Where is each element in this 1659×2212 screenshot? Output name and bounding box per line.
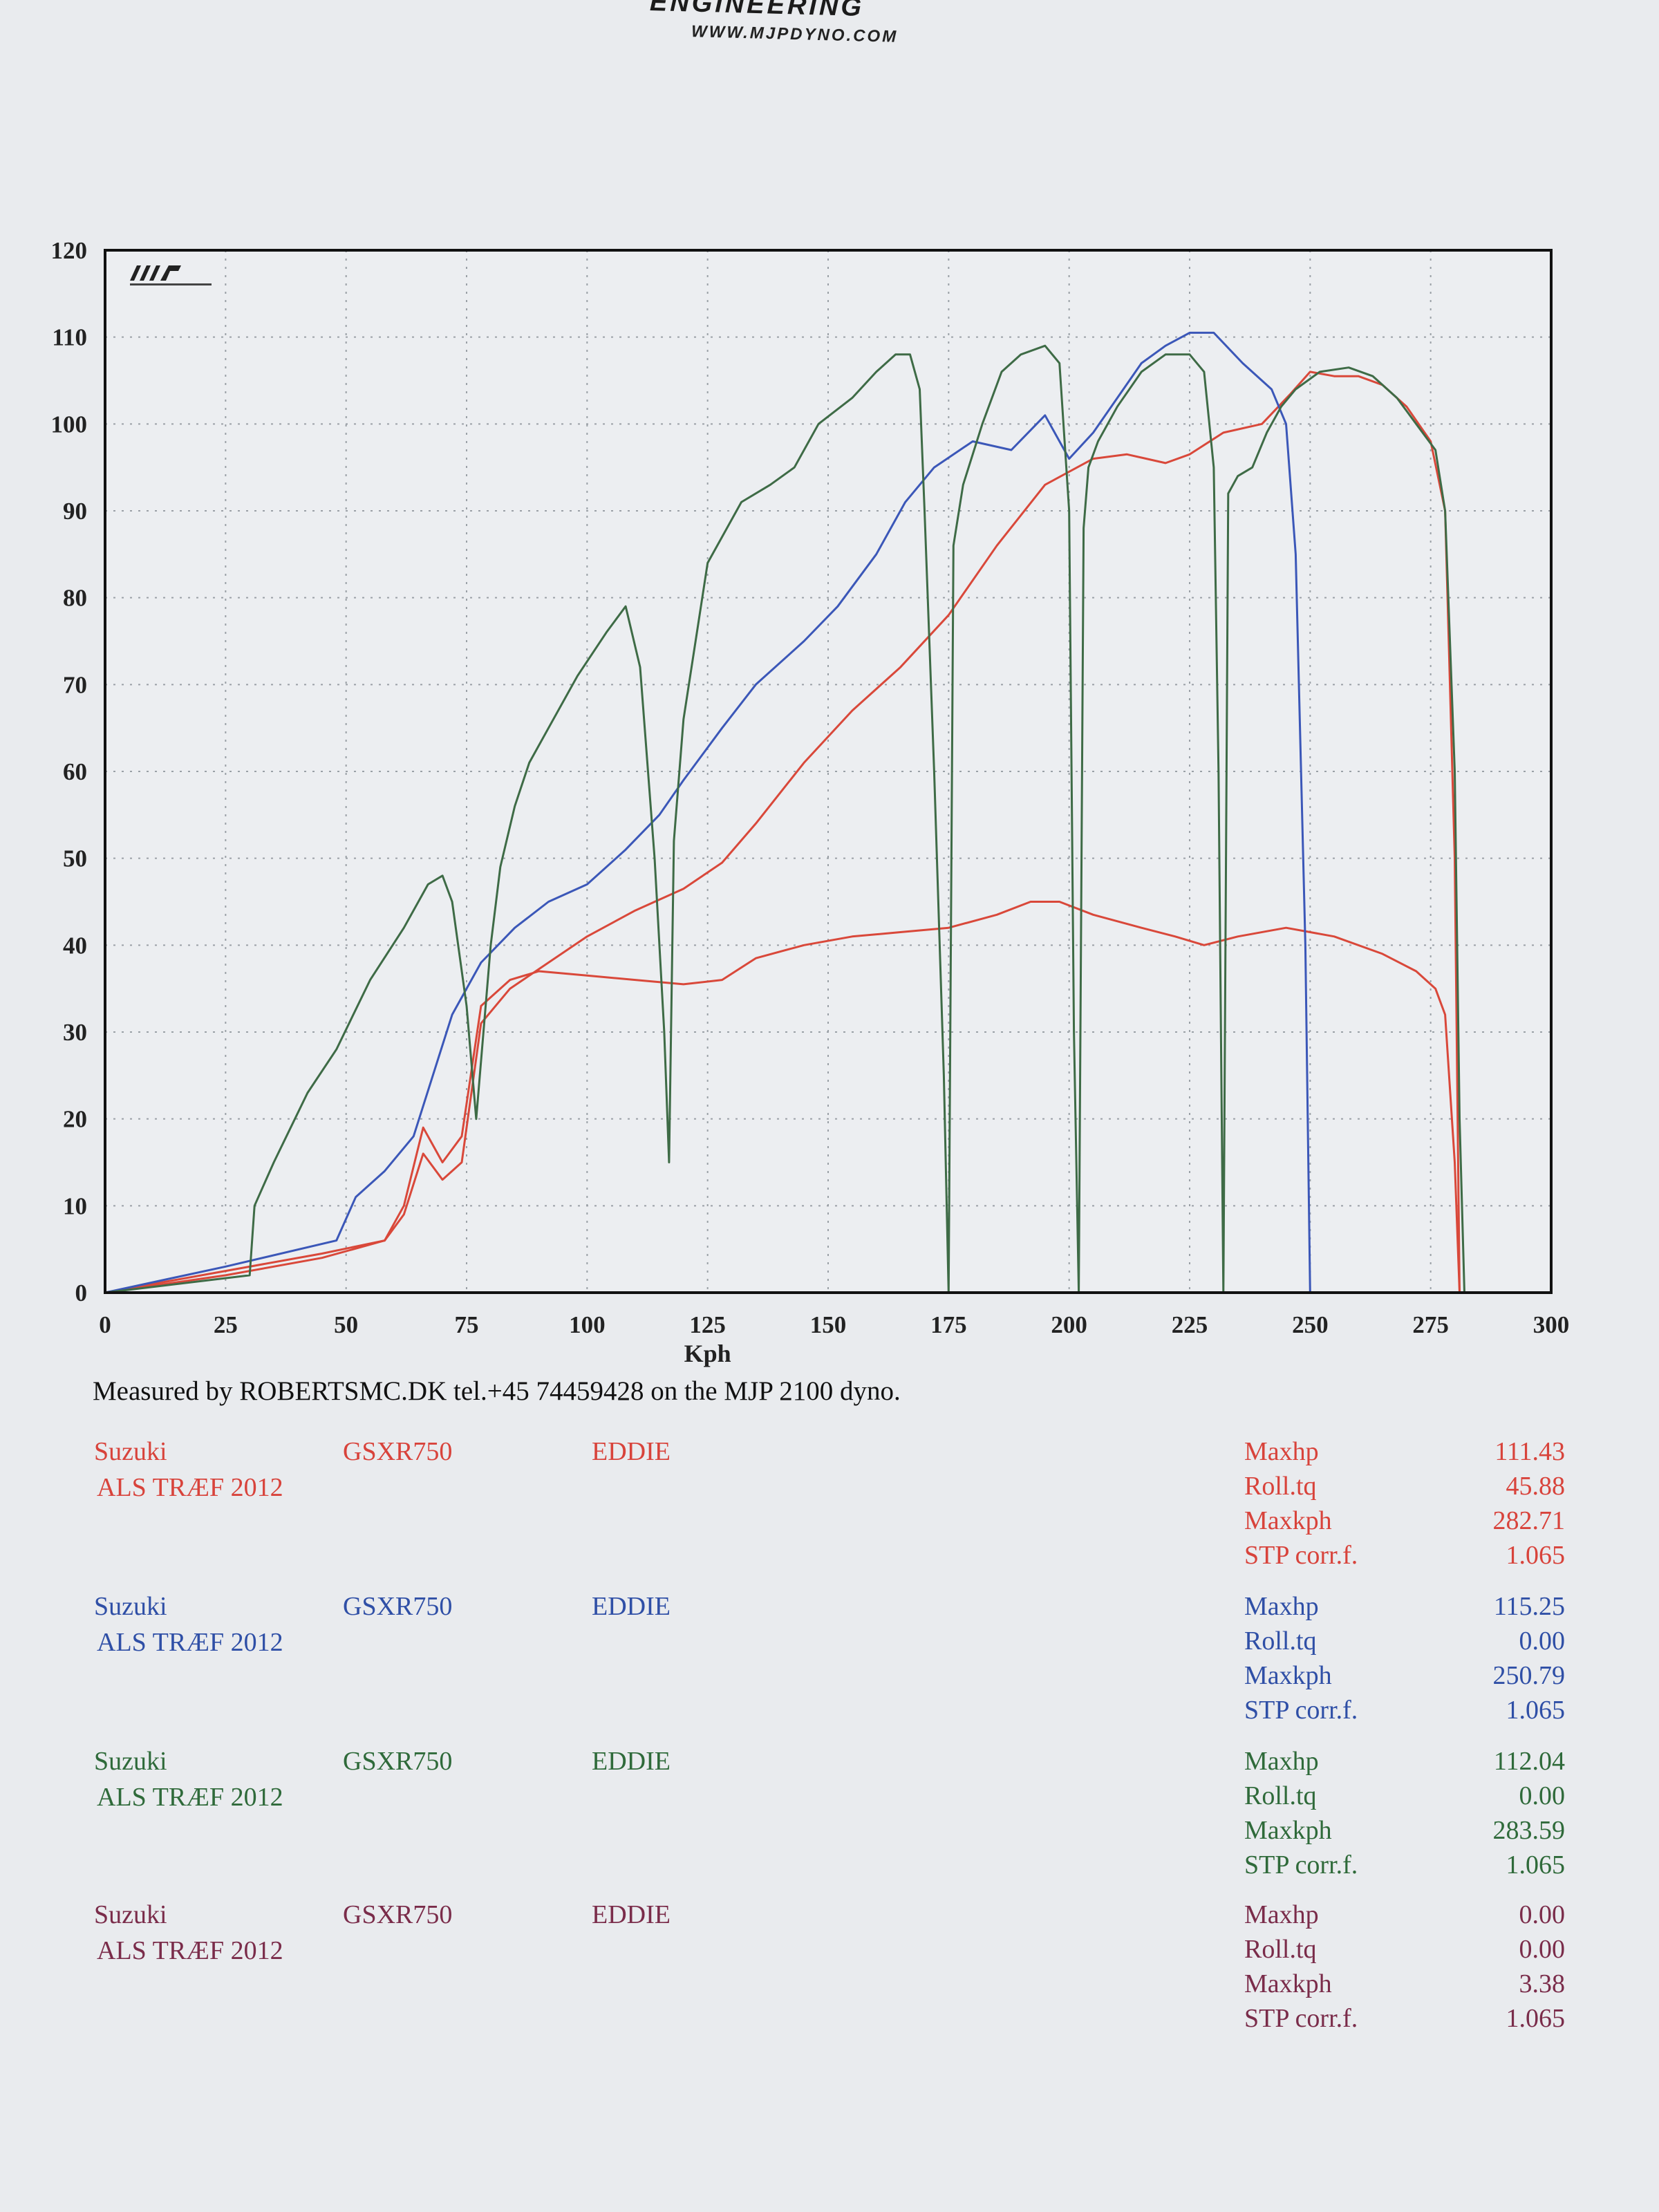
series-line-3 (104, 331, 1311, 1294)
stat-label: Maxhp (1244, 1900, 1319, 1929)
run-make: Suzuki (94, 1747, 167, 1776)
stat-value: 115.25 (1493, 1592, 1565, 1621)
stat-value: 1.065 (1506, 2004, 1566, 2033)
stat-label: Maxhp (1244, 1437, 1319, 1466)
measured-by-text: Measured by ROBERTSMC.DK tel.+45 7445942… (93, 1376, 901, 1406)
run-make: Suzuki (94, 1437, 167, 1466)
logo-mark (130, 265, 181, 281)
x-tick-label: 0 (99, 1311, 111, 1338)
plot-frame (104, 249, 1553, 1294)
run-event: ALS TRÆF 2012 (97, 1783, 283, 1812)
x-tick-label: 150 (810, 1311, 847, 1338)
stat-label: Maxkph (1244, 1506, 1332, 1535)
y-tick-label: 30 (63, 1019, 87, 1046)
run-rider: EDDIE (592, 1900, 671, 1929)
x-tick-label: 200 (1051, 1311, 1087, 1338)
run-rider: EDDIE (592, 1437, 671, 1466)
x-tick-label: 175 (930, 1311, 967, 1338)
run-rider: EDDIE (592, 1747, 671, 1776)
stat-value: 112.04 (1493, 1747, 1565, 1776)
y-tick-label: 20 (63, 1106, 87, 1133)
run-event: ALS TRÆF 2012 (97, 1473, 283, 1502)
y-tick-label: 60 (63, 758, 87, 785)
y-tick-label: 70 (63, 671, 87, 698)
y-tick-label: 50 (63, 845, 87, 872)
stat-label: Roll.tq (1244, 1472, 1317, 1501)
run-model: GSXR750 (343, 1592, 453, 1621)
run-event: ALS TRÆF 2012 (97, 1628, 283, 1657)
stat-value: 0.00 (1519, 1900, 1566, 1929)
stat-value: 250.79 (1492, 1661, 1566, 1690)
stat-value: 0.00 (1519, 1935, 1566, 1964)
run-make: Suzuki (94, 1900, 167, 1929)
y-tick-label: 120 (51, 237, 88, 264)
x-tick-label: 275 (1412, 1311, 1449, 1338)
stat-label: Maxhp (1244, 1592, 1319, 1621)
series-line-1 (104, 901, 1461, 1294)
stat-label: STP corr.f. (1244, 1541, 1358, 1570)
stat-label: Roll.tq (1244, 1781, 1317, 1810)
stat-label: Maxkph (1244, 1969, 1332, 1998)
run-model: GSXR750 (343, 1747, 453, 1776)
x-tick-label: 50 (334, 1311, 358, 1338)
run-make: Suzuki (94, 1592, 167, 1621)
stat-value: 1.065 (1506, 1541, 1566, 1570)
run-model: GSXR750 (343, 1900, 453, 1929)
y-tick-label: 10 (63, 1192, 87, 1219)
series-line-4 (104, 344, 1465, 1294)
y-tick-label: 80 (63, 585, 87, 612)
run-event: ALS TRÆF 2012 (97, 1936, 283, 1965)
stat-label: Roll.tq (1244, 1935, 1317, 1964)
stat-value: 1.065 (1506, 1696, 1566, 1725)
series-line-2 (104, 371, 1461, 1294)
stat-label: STP corr.f. (1244, 2004, 1358, 2033)
stat-value: 45.88 (1506, 1472, 1566, 1501)
stat-label: Maxkph (1244, 1816, 1332, 1845)
run-rider: EDDIE (592, 1592, 671, 1621)
stat-value: 3.38 (1519, 1969, 1566, 1998)
y-tick-label: 0 (75, 1280, 88, 1306)
y-tick-label: 100 (51, 411, 88, 438)
stat-value: 283.59 (1492, 1816, 1566, 1845)
stat-value: 0.00 (1519, 1781, 1566, 1810)
x-tick-label: 250 (1292, 1311, 1329, 1338)
x-tick-label: 300 (1533, 1311, 1570, 1338)
mjp-logo (130, 265, 212, 285)
stat-value: 0.00 (1519, 1627, 1566, 1656)
x-tick-label: 100 (569, 1311, 606, 1338)
stat-value: 282.71 (1492, 1506, 1566, 1535)
run-model: GSXR750 (343, 1437, 453, 1466)
dyno-chart: 0 25 50 75 100 125 150 175 200 225 250 275 300 0 10 20 3… (51, 237, 1570, 1367)
stat-label: Maxhp (1244, 1747, 1319, 1776)
stat-label: Roll.tq (1244, 1627, 1317, 1656)
logo-underline (130, 283, 212, 285)
y-tick-label: 40 (63, 932, 87, 959)
x-axis-label: Kph (684, 1340, 731, 1367)
x-tick-label: 75 (455, 1311, 479, 1338)
stat-value: 1.065 (1506, 1850, 1566, 1880)
x-tick-label: 225 (1172, 1311, 1208, 1338)
x-tick-label: 25 (214, 1311, 238, 1338)
stat-label: STP corr.f. (1244, 1850, 1358, 1880)
y-tick-label: 110 (52, 324, 87, 351)
x-tick-label: 125 (689, 1311, 726, 1338)
stat-label: STP corr.f. (1244, 1696, 1358, 1725)
stat-label: Maxkph (1244, 1661, 1332, 1690)
stat-value: 111.43 (1494, 1437, 1565, 1466)
y-tick-label: 90 (63, 498, 87, 525)
